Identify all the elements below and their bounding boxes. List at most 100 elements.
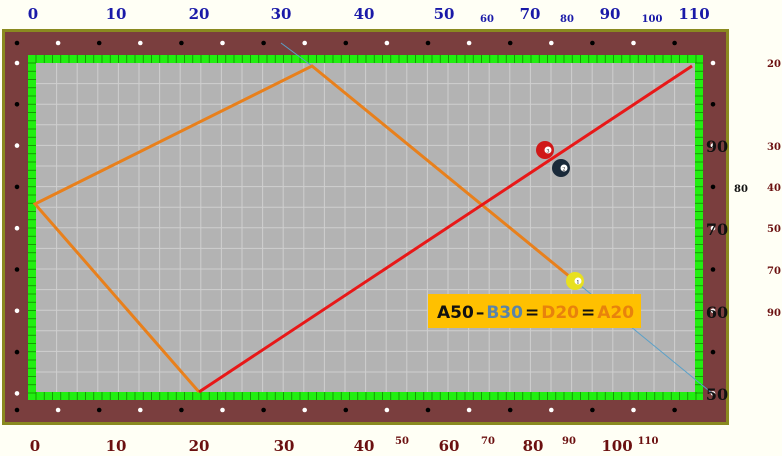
formula-b: B30 <box>486 303 523 323</box>
diamond <box>96 40 102 46</box>
formula-d: A20 <box>597 303 634 323</box>
diamond <box>14 391 20 396</box>
formula: A50– B30 = D20 = A20 <box>437 303 634 323</box>
formula-eq: = <box>525 303 539 323</box>
diamond <box>55 407 61 413</box>
diamond <box>425 40 431 46</box>
scale-label: 0 <box>30 437 40 455</box>
diamond <box>302 40 308 46</box>
rail-diamonds <box>14 40 716 413</box>
scale-label: 50 <box>434 5 455 23</box>
scale-label: 20 <box>189 437 210 455</box>
scale-label: 40 <box>767 183 781 194</box>
scale-label: 40 <box>354 5 375 23</box>
diamond <box>14 40 20 46</box>
scale-label: 90 <box>706 137 728 156</box>
diamond <box>710 349 716 355</box>
diamond <box>14 102 20 107</box>
ball-3[interactable]: 3 <box>536 141 554 159</box>
diamond <box>384 407 390 413</box>
diamond <box>507 407 513 413</box>
diamond <box>549 40 554 46</box>
formula-eq: = <box>581 303 595 323</box>
diamond <box>384 40 390 46</box>
diamond <box>466 407 472 413</box>
scale-label: 110 <box>638 436 659 447</box>
diamond <box>672 407 677 413</box>
diamond <box>590 40 595 46</box>
diamond <box>179 407 184 413</box>
scale-label: 50 <box>706 385 728 404</box>
diamond <box>302 407 308 413</box>
scale-label: 10 <box>106 437 127 455</box>
diamond <box>425 407 431 413</box>
formula-a: A50 <box>437 303 474 323</box>
scale-label: 20 <box>189 5 210 23</box>
diamond <box>220 40 225 46</box>
scale-label: 50 <box>767 224 781 235</box>
scale-label: 70 <box>520 5 541 23</box>
diamond <box>710 60 716 66</box>
ball-1[interactable]: 1 <box>566 272 584 290</box>
scale-label: 50 <box>395 436 409 447</box>
scale-label: 10 <box>106 5 127 23</box>
scale-label: 80 <box>560 14 574 25</box>
diamond <box>138 407 143 413</box>
diamond <box>507 40 513 46</box>
cue-ball-path <box>32 64 576 393</box>
diamond <box>672 40 677 46</box>
scale-label: 60 <box>706 303 728 322</box>
diamond <box>55 40 61 46</box>
diamond <box>631 407 636 413</box>
diamond <box>261 407 266 413</box>
scale-label: 0 <box>28 5 38 23</box>
scale-label: 70 <box>481 436 495 447</box>
scale-label: 100 <box>642 14 663 25</box>
scale-label: 90 <box>562 436 576 447</box>
scale-label: 90 <box>767 308 781 319</box>
scale-label: 40 <box>354 437 375 455</box>
diamond <box>14 267 20 272</box>
scale-label: 90 <box>600 5 621 23</box>
diamond <box>710 184 716 190</box>
guide-line-top <box>280 42 313 67</box>
diamond <box>710 102 716 107</box>
scale-label: 80 <box>734 184 748 195</box>
scale-label: 80 <box>523 437 544 455</box>
diamond <box>138 40 143 46</box>
diamond <box>14 407 20 413</box>
scale-label: 60 <box>480 14 494 25</box>
diamond <box>710 308 716 314</box>
diamond <box>14 184 20 190</box>
formula-box <box>428 294 641 328</box>
diamond <box>710 225 716 231</box>
diamond <box>710 267 716 272</box>
scale-label: 20 <box>767 59 781 70</box>
diamond <box>343 40 349 46</box>
diamond <box>549 407 554 413</box>
diamond <box>14 349 20 355</box>
diamond <box>590 407 595 413</box>
ball-number: 3 <box>546 149 549 155</box>
ball-number: 1 <box>576 280 579 286</box>
diamond <box>14 143 20 148</box>
diamond <box>261 40 266 46</box>
ball-2[interactable]: 2 <box>552 159 570 177</box>
diamond <box>14 225 20 231</box>
object-ball-path <box>198 64 693 394</box>
diamond <box>466 40 472 46</box>
scale-label: 30 <box>767 142 781 153</box>
diamond <box>179 40 184 46</box>
scale-label: 70 <box>767 266 781 277</box>
diamond <box>14 308 20 314</box>
scale-label: 100 <box>601 437 632 455</box>
diamond <box>220 407 225 413</box>
scale-label: 30 <box>271 5 292 23</box>
ball-number: 2 <box>562 167 565 173</box>
scale-label: 110 <box>678 5 709 23</box>
diamond <box>343 407 349 413</box>
scale-label: 70 <box>706 220 728 239</box>
cloth-grid <box>36 63 695 392</box>
